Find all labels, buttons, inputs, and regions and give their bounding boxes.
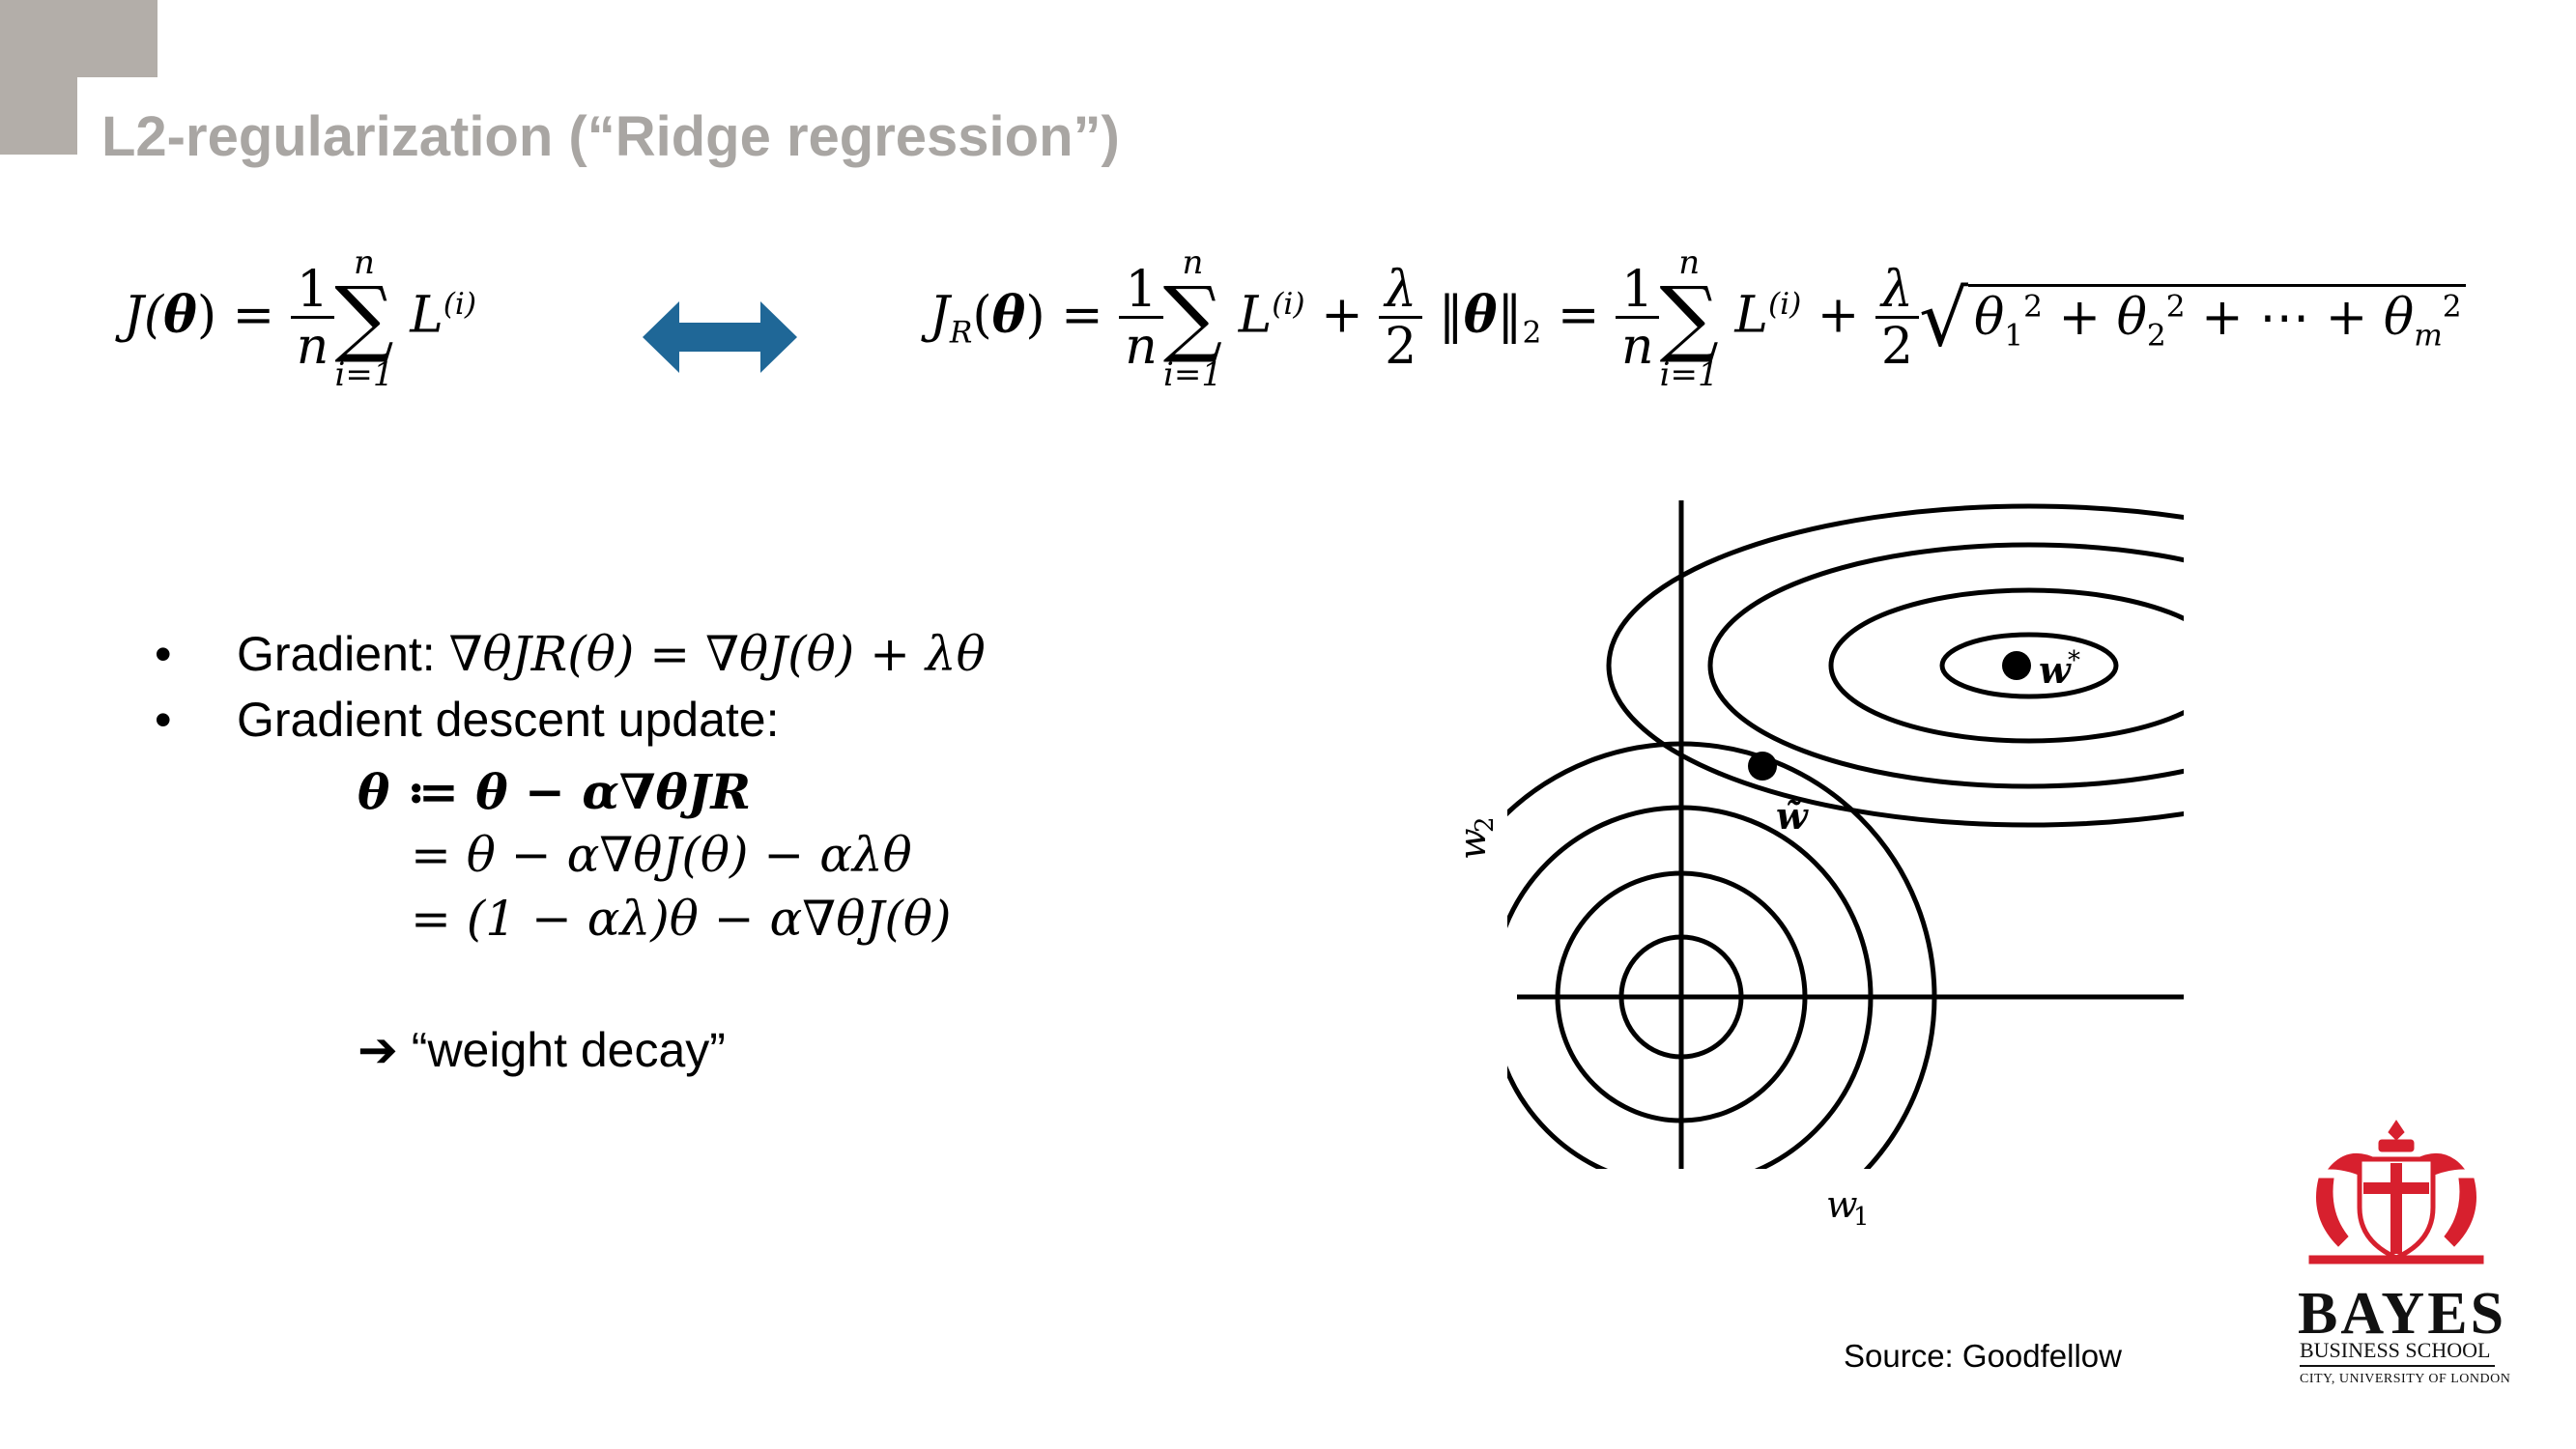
- sum-lower: i=1: [1659, 355, 1719, 394]
- loss-superscript: (i): [443, 287, 477, 323]
- logo-subtitle: BUSINESS SCHOOL: [2300, 1338, 2491, 1362]
- update-line-2: = θ − α∇θJ(θ) − αλθ: [411, 827, 912, 883]
- right-arrow-icon: ➔: [358, 1023, 398, 1077]
- close-equals: ) =: [1025, 286, 1103, 345]
- logo-subtitle-2: CITY, UNIVERSITY OF LONDON: [2300, 1372, 2511, 1386]
- w-star-label: w: [2039, 648, 2072, 692]
- y-axis-label: w: [1451, 828, 1494, 860]
- crest-icon: [2308, 1120, 2484, 1264]
- sum-lower: i=1: [1162, 355, 1222, 394]
- ridge-J: J: [930, 286, 950, 345]
- loss-superscript: (i): [1272, 287, 1305, 323]
- summation: n ∑ i=1: [1659, 246, 1718, 391]
- bullet-text: Gradient: ∇θJR(θ) = ∇θJ(θ) + λθ: [237, 626, 986, 682]
- source-caption: Source: Goodfellow: [1844, 1338, 2122, 1374]
- sum-upper: n: [1678, 243, 1701, 282]
- plus-sign: +: [2058, 289, 2102, 348]
- sum-upper: n: [354, 243, 375, 282]
- bullet-dot: •: [155, 693, 172, 747]
- theta-symbol: θ: [991, 285, 1026, 345]
- sub-1: 1: [2004, 318, 2024, 354]
- slide-title: L2-regularization (“Ridge regression”): [101, 105, 1120, 168]
- bullet-dot: •: [155, 627, 172, 681]
- denominator: n: [290, 316, 335, 374]
- ellipse-contour: [1707, 542, 2184, 789]
- x-axis-subscript: 1: [1853, 1203, 1870, 1232]
- denominator: n: [1615, 316, 1660, 374]
- theta-symbol: θ: [163, 285, 197, 345]
- denominator: n: [1119, 316, 1163, 374]
- equals-sign: =: [1557, 286, 1600, 345]
- w-star-superscript: *: [2068, 646, 2080, 675]
- summation: n ∑ i=1: [1163, 246, 1222, 391]
- ellipse-contour: [1606, 503, 2184, 828]
- w-tilde-point: [1748, 752, 1777, 781]
- theta-1: θ: [1973, 289, 2005, 348]
- sum-sign: ∑: [334, 270, 394, 366]
- theta-symbol: θ: [1463, 285, 1498, 345]
- numerator: λ: [1385, 260, 1417, 319]
- update-line-3: = (1 − αλ)θ − α∇θJ(θ): [411, 891, 952, 947]
- contour-figure: w * w̃ w 1 w 2: [1451, 500, 2184, 1232]
- y-axis-subscript: 2: [1471, 816, 1500, 833]
- logo-name: BAYES: [2298, 1281, 2507, 1347]
- x-axis-label: w: [1826, 1183, 1858, 1226]
- plus-sign: +: [1321, 286, 1363, 345]
- denominator: 2: [1875, 316, 1919, 374]
- plus-sign: +: [2201, 289, 2244, 348]
- sum-upper: n: [1182, 243, 1204, 282]
- theta-2: θ: [2116, 289, 2147, 348]
- ellipse-contour: [1939, 632, 2119, 699]
- sum-lower: i=1: [334, 355, 394, 394]
- bullet-text: Gradient descent update:: [237, 693, 780, 747]
- logo-divider: [2300, 1365, 2495, 1367]
- summation: n ∑ i=1: [334, 246, 393, 391]
- norm-subscript: 2: [1522, 315, 1542, 351]
- weight-decay-note: ➔ “weight decay”: [358, 1022, 726, 1078]
- weight-decay-text: “weight decay”: [397, 1023, 726, 1077]
- double-arrow-icon: [643, 301, 797, 373]
- denominator: 2: [1379, 316, 1423, 374]
- gradient-label: Gradient:: [237, 627, 449, 681]
- numerator: λ: [1880, 260, 1913, 319]
- sum-sign: ∑: [1659, 270, 1719, 366]
- numerator: 1: [296, 260, 329, 319]
- loss-term: L: [410, 286, 444, 345]
- norm-open: ‖: [1438, 286, 1464, 345]
- square: 2: [2165, 289, 2186, 325]
- cost-J: J(: [124, 286, 164, 345]
- norm-close: ‖: [1497, 286, 1523, 345]
- close-equals: ) =: [196, 286, 275, 345]
- plus-sign: +: [1817, 286, 1860, 345]
- w-star-point: [2002, 651, 2031, 680]
- w-tilde-label: w̃: [1776, 794, 1809, 838]
- ridge-subscript: R: [949, 315, 973, 351]
- sub-m: m: [2414, 318, 2443, 354]
- sub-2: 2: [2146, 318, 2166, 354]
- gradient-expression: ∇θJR(θ) = ∇θJ(θ) + λθ: [448, 626, 986, 682]
- corner-decoration: [0, 0, 77, 155]
- numerator: 1: [1621, 260, 1654, 319]
- theta-m: θ: [2383, 289, 2415, 348]
- cost-equation: J(θ) = 1 n n ∑ i=1 L(i): [124, 246, 476, 391]
- sqrt-sign: √: [1918, 273, 1968, 364]
- sum-sign: ∑: [1162, 270, 1223, 366]
- square: 2: [2023, 289, 2043, 325]
- loss-term: L: [1734, 286, 1768, 345]
- plus-sign: +: [2325, 289, 2368, 348]
- update-line-1: θ ≔ θ − α∇θJR: [358, 763, 752, 820]
- ellipse-contour: [1828, 587, 2184, 744]
- square: 2: [2442, 289, 2462, 325]
- sqrt-body: θ12 + θ22 + ⋯ + θm2: [1967, 284, 2466, 354]
- loss-term: L: [1238, 286, 1273, 345]
- loss-superscript: (i): [1767, 287, 1802, 323]
- ellipsis: ⋯: [2259, 289, 2310, 348]
- numerator: 1: [1125, 260, 1158, 319]
